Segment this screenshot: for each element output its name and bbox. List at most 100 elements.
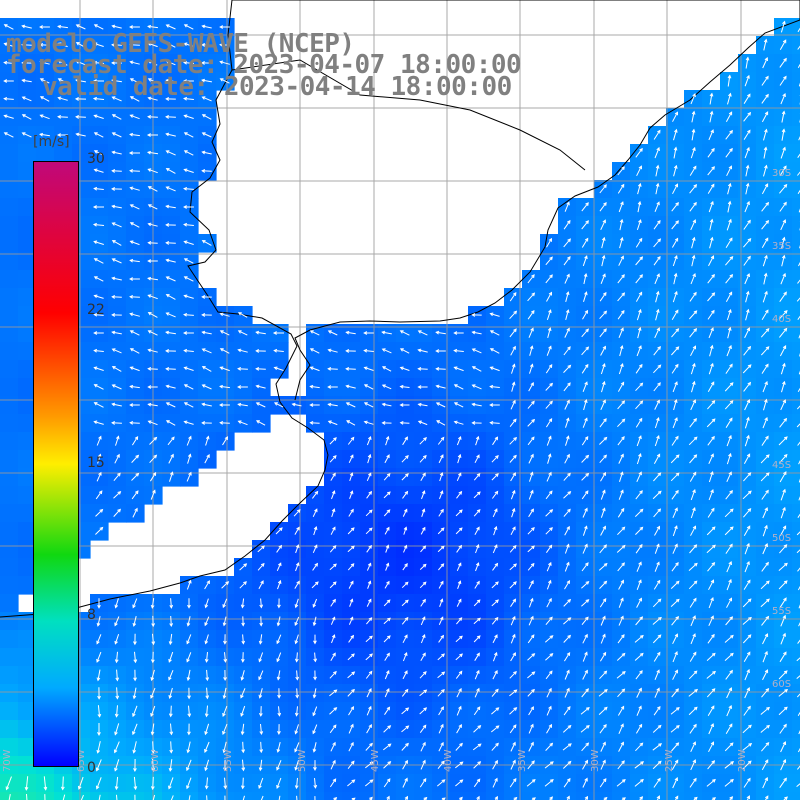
wind-arrow: [312, 490, 319, 499]
wind-arrow: [616, 544, 626, 553]
wind-arrow: [653, 579, 661, 590]
wind-arrow: [365, 653, 373, 661]
wind-arrow: [438, 634, 444, 643]
wind-arrow: [329, 707, 338, 715]
wind-arrow: [330, 598, 336, 607]
wind-arrow: [510, 472, 516, 482]
wind-arrow: [635, 670, 643, 680]
wind-arrow: [186, 669, 191, 682]
wind-cell: [18, 432, 37, 451]
wind-arrow: [187, 453, 192, 464]
wind-arrow: [456, 705, 462, 716]
wind-arrow: [476, 795, 480, 800]
wind-arrow: [546, 291, 552, 302]
wind-arrow: [456, 687, 462, 698]
wind-arrow: [763, 38, 768, 51]
wind-arrow: [111, 384, 122, 390]
wind-arrow: [528, 615, 534, 626]
wind-arrow: [549, 796, 553, 800]
wind-arrow: [745, 290, 750, 303]
wind-arrow: [760, 328, 770, 338]
wind-arrow: [654, 543, 660, 554]
wind-arrow: [327, 402, 338, 407]
wind-arrow: [763, 164, 768, 177]
wind-arrow: [133, 776, 138, 791]
wind-arrow: [546, 561, 552, 572]
wind-arrow: [619, 344, 624, 357]
wind-arrow: [619, 236, 624, 249]
wind-arrow: [219, 420, 230, 425]
colorbar-tick-8: 8: [87, 607, 96, 623]
wind-arrow: [165, 115, 176, 119]
wind-arrow: [654, 201, 660, 212]
wind-arrow: [527, 653, 536, 661]
longitude-label: 60W: [150, 749, 161, 772]
wind-arrow: [255, 420, 266, 426]
wind-arrow: [635, 382, 644, 392]
wind-arrow: [295, 670, 300, 681]
wind-arrow: [419, 581, 427, 589]
wind-arrow: [312, 562, 318, 571]
wind-arrow: [492, 544, 498, 554]
wind-arrow: [367, 453, 372, 464]
wind-arrow: [21, 43, 32, 47]
wind-arrow: [528, 723, 534, 734]
wind-arrow: [329, 778, 337, 788]
wind-cell: [450, 792, 469, 800]
wind-arrow: [582, 381, 588, 392]
wind-arrow: [796, 693, 800, 698]
wind-arrow: [655, 164, 660, 177]
wind-arrow: [708, 129, 714, 141]
wind-arrow: [617, 309, 625, 320]
wind-arrow: [689, 723, 697, 734]
wind-arrow: [780, 362, 786, 375]
wind-cell: [0, 792, 19, 800]
wind-arrow: [582, 777, 588, 788]
wind-cell: [0, 378, 19, 397]
wind-cell: [0, 396, 19, 415]
wind-arrow: [526, 779, 536, 787]
wind-arrow: [634, 778, 644, 787]
wind-cell: [792, 432, 800, 451]
wind-arrow: [689, 651, 697, 662]
wind-arrow: [21, 132, 32, 138]
wind-cell: [468, 792, 487, 800]
wind-arrow: [708, 453, 714, 465]
wind-arrow: [435, 349, 446, 353]
wind-arrow: [726, 597, 732, 608]
wind-arrow: [183, 276, 194, 282]
wind-arrow: [743, 651, 751, 662]
wind-arrow: [347, 436, 355, 445]
wind-arrow: [688, 706, 698, 716]
wind-arrow: [601, 236, 606, 249]
wind-arrow: [223, 634, 227, 645]
colorbar-unit: [m/s]: [33, 134, 70, 150]
wind-arrow: [743, 111, 752, 122]
wind-arrow: [113, 472, 121, 482]
wind-arrow: [222, 598, 228, 609]
wind-arrow: [402, 563, 408, 571]
wind-arrow: [419, 724, 427, 733]
wind-cell: [18, 162, 37, 181]
wind-arrow: [147, 348, 158, 353]
wind-arrow: [689, 165, 697, 176]
wind-arrow: [654, 273, 660, 285]
wind-arrow: [294, 616, 300, 627]
wind-arrow: [636, 705, 642, 716]
wind-arrow: [511, 363, 516, 374]
wind-arrow: [671, 561, 679, 572]
wind-arrow: [201, 295, 212, 299]
wind-arrow: [653, 238, 662, 248]
wind-arrow: [725, 147, 733, 158]
wind-arrow: [689, 471, 697, 482]
wind-arrow: [111, 114, 122, 120]
wind-arrow: [165, 312, 176, 318]
wind-arrow: [707, 435, 715, 446]
wind-cell: [792, 36, 800, 55]
wind-arrow: [762, 543, 768, 555]
wind-arrow: [707, 381, 715, 393]
wind-arrow: [347, 545, 355, 553]
wind-arrow: [258, 688, 263, 699]
wind-cell: [540, 792, 559, 800]
wind-arrow: [565, 291, 570, 303]
